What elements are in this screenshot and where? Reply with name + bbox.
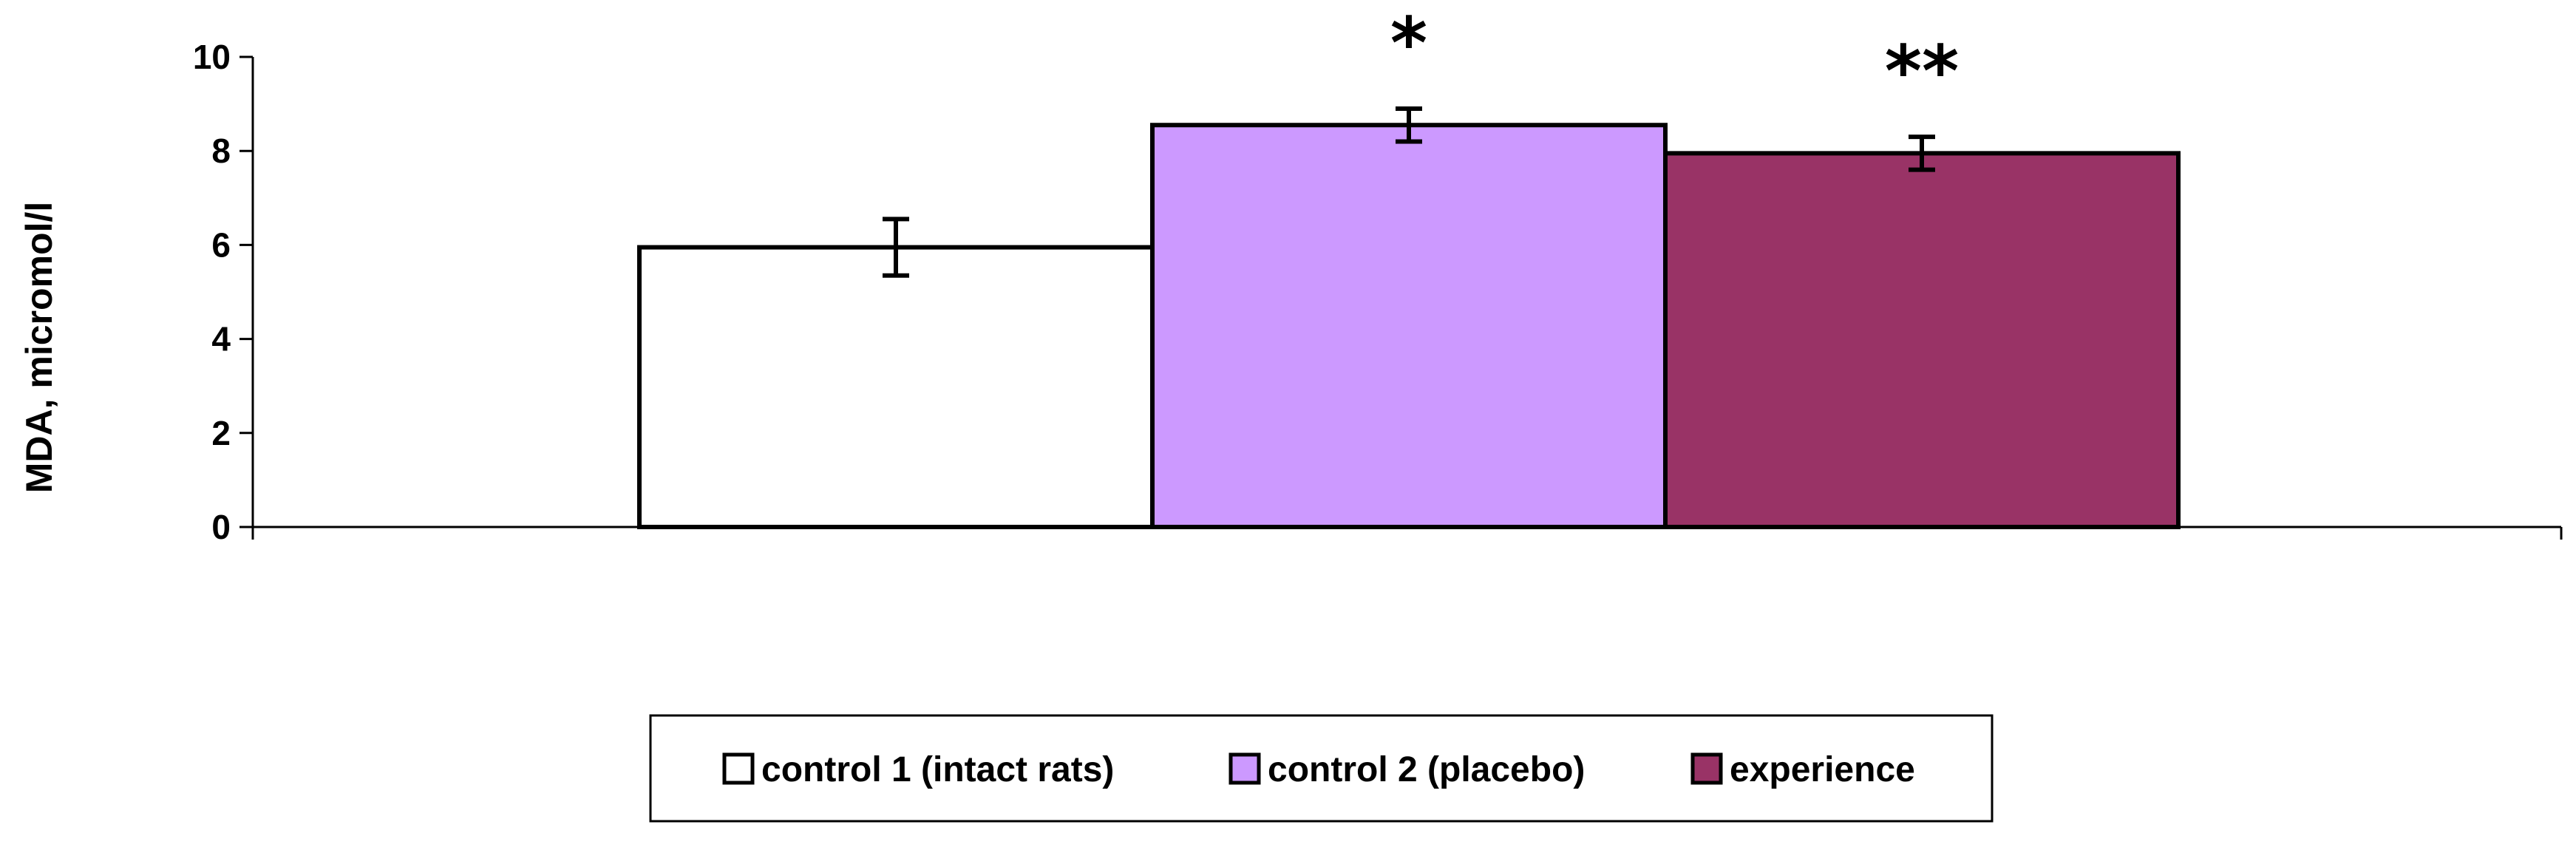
bar [1663,151,2181,529]
y-axis: 0 2 4 6 8 10 [193,38,254,546]
legend-box [649,714,1994,823]
bar [1150,123,1668,530]
legend-swatch [1228,752,1261,785]
significance-marker: * [1390,2,1427,85]
significance-annotations: * ** [1390,2,1959,113]
legend-swatch [1690,752,1723,785]
legend: control 1 (intact rats) control 2 (placeb… [649,714,1994,823]
legend-label: control 1 (intact rats) [761,750,1114,789]
y-tick-label: 10 [193,38,231,76]
error-bars [883,106,1935,278]
y-tick-label: 8 [211,132,231,170]
legend-label: experience [1730,750,1915,789]
y-tick-label: 6 [211,225,231,264]
legend-label: control 2 (placebo) [1268,750,1585,789]
y-axis-label: MDA, micromol/l [18,202,60,493]
significance-marker: ** [1885,30,1959,113]
y-tick-label: 0 [211,508,231,546]
bars [637,123,2181,530]
y-tick-label: 2 [211,414,231,452]
y-tick-label: 4 [211,320,231,358]
legend-swatch [722,752,755,785]
bar [637,245,1155,529]
